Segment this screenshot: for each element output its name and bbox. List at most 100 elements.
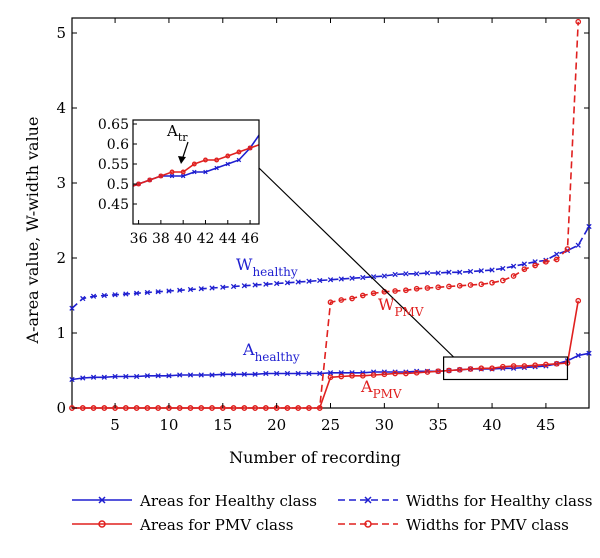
series-line-widths_healthy	[71, 226, 590, 309]
point-widths_healthy	[575, 242, 581, 248]
point-areas_healthy	[295, 370, 301, 377]
point-widths_pmv	[435, 284, 442, 291]
point-widths_healthy	[252, 282, 258, 288]
point-widths_pmv	[575, 18, 582, 25]
point-widths_healthy	[198, 286, 204, 292]
inset-plot: 36 38 40 42 44 460.450.50.550.60.65 Atr	[3, 90, 286, 386]
inset-y-tick-label: 0.65	[98, 117, 129, 133]
legend-label-areas_healthy: Areas for Healthy class	[139, 492, 317, 510]
x-tick-label: 40	[483, 416, 502, 434]
point-areas_pmv	[236, 149, 242, 155]
point-areas_healthy	[236, 157, 242, 163]
point-widths_healthy	[80, 295, 86, 302]
point-widths_pmv	[478, 281, 485, 288]
legend-marker-areas_healthy	[98, 496, 106, 504]
point-areas_healthy	[317, 370, 323, 377]
inset-x-tick-label: 46	[241, 231, 259, 247]
point-widths_healthy	[360, 274, 366, 281]
x-tick-label: 10	[159, 416, 178, 434]
annotation-a-tr-main: A	[166, 122, 178, 140]
legend-marker-widths_healthy	[364, 496, 372, 504]
annotation-w-healthy-sub: healthy	[252, 265, 297, 279]
inset-ticks-group: 36 38 40 42 44 46 0.45 0.5 0.55 0.6 0.65	[98, 117, 259, 247]
x-tick-label: 15	[213, 416, 232, 434]
inset-x-tick-label: 40	[174, 231, 192, 247]
annotation-a-healthy-main: A	[242, 340, 255, 359]
y-tick-label: 2	[56, 249, 66, 267]
point-areas_pmv	[191, 161, 197, 167]
point-areas_pmv	[258, 142, 259, 146]
point-areas_healthy	[192, 169, 197, 175]
point-areas_pmv	[478, 365, 485, 372]
point-widths_pmv	[392, 288, 398, 294]
inset-x-tick-label: 36	[130, 231, 148, 247]
point-widths_pmv	[306, 405, 312, 411]
point-widths_pmv	[467, 282, 474, 288]
point-areas_healthy	[144, 373, 151, 379]
point-widths_healthy	[177, 287, 183, 293]
point-areas_healthy	[209, 372, 215, 378]
point-areas_healthy	[306, 370, 312, 377]
point-areas_healthy	[284, 370, 291, 377]
point-areas_healthy	[187, 372, 194, 378]
point-widths_healthy	[424, 270, 431, 276]
y-tick-label: 3	[56, 174, 66, 192]
point-widths_healthy	[349, 275, 355, 281]
point-areas_pmv	[553, 360, 560, 367]
point-areas_pmv	[359, 372, 366, 379]
point-widths_pmv	[413, 285, 420, 292]
annotation-w-pmv-sub: PMV	[394, 305, 423, 319]
point-areas_pmv	[203, 157, 208, 163]
y-tick-label: 1	[56, 324, 66, 342]
point-widths_healthy	[220, 284, 226, 290]
point-widths_pmv	[241, 405, 248, 411]
inset-x-tick-label: 38	[152, 231, 170, 247]
inset-y-tick-label: 0.5	[107, 177, 129, 193]
point-areas_pmv	[180, 169, 186, 175]
inset-series-group	[3, 90, 286, 386]
annotation-a-tr-sub: tr	[178, 131, 188, 144]
annotation-a-healthy: Ahealthy	[242, 340, 300, 364]
point-widths_healthy	[327, 277, 334, 283]
point-widths_healthy	[317, 277, 323, 284]
point-areas_pmv	[247, 145, 253, 151]
point-areas_pmv	[158, 173, 164, 179]
point-areas_pmv	[225, 153, 231, 159]
point-areas_healthy	[80, 375, 86, 381]
point-widths_pmv	[403, 287, 409, 294]
annotation-a-pmv-sub: PMV	[373, 387, 402, 401]
x-tick-label: 20	[267, 416, 286, 434]
point-areas_pmv	[467, 366, 474, 372]
x-axis-label: Number of recording	[229, 448, 401, 467]
point-widths_healthy	[144, 289, 151, 296]
annotation-a-pmv-main: A	[360, 377, 373, 396]
point-widths_pmv	[252, 405, 258, 411]
x-tick-label: 35	[429, 416, 448, 434]
point-widths_pmv	[284, 405, 291, 411]
inset-x-tick-label: 44	[219, 231, 237, 247]
inset-y-tick-label: 0.6	[107, 137, 129, 153]
annotation-w-healthy-main: W	[236, 255, 253, 274]
point-widths_pmv	[489, 279, 495, 286]
point-widths_healthy	[273, 280, 280, 287]
point-widths_healthy	[510, 263, 517, 269]
point-widths_healthy	[166, 288, 172, 294]
point-areas_pmv	[3, 382, 7, 386]
x-tick-label: 25	[321, 416, 340, 434]
point-areas_healthy	[263, 370, 269, 377]
point-areas_pmv	[81, 198, 85, 202]
point-areas_healthy	[203, 169, 208, 175]
legend-label-areas_pmv: Areas for PMV class	[139, 516, 293, 534]
point-widths_healthy	[306, 278, 312, 284]
point-areas_pmv	[521, 363, 528, 369]
point-areas_healthy	[282, 90, 286, 94]
point-areas_healthy	[14, 194, 18, 198]
point-areas_healthy	[90, 374, 97, 380]
point-widths_healthy	[123, 291, 129, 297]
point-widths_pmv	[123, 405, 129, 411]
point-widths_healthy	[230, 283, 237, 290]
point-widths_pmv	[209, 405, 215, 411]
point-areas_pmv	[338, 373, 345, 380]
point-widths_pmv	[349, 295, 355, 302]
point-areas_healthy	[220, 371, 226, 377]
